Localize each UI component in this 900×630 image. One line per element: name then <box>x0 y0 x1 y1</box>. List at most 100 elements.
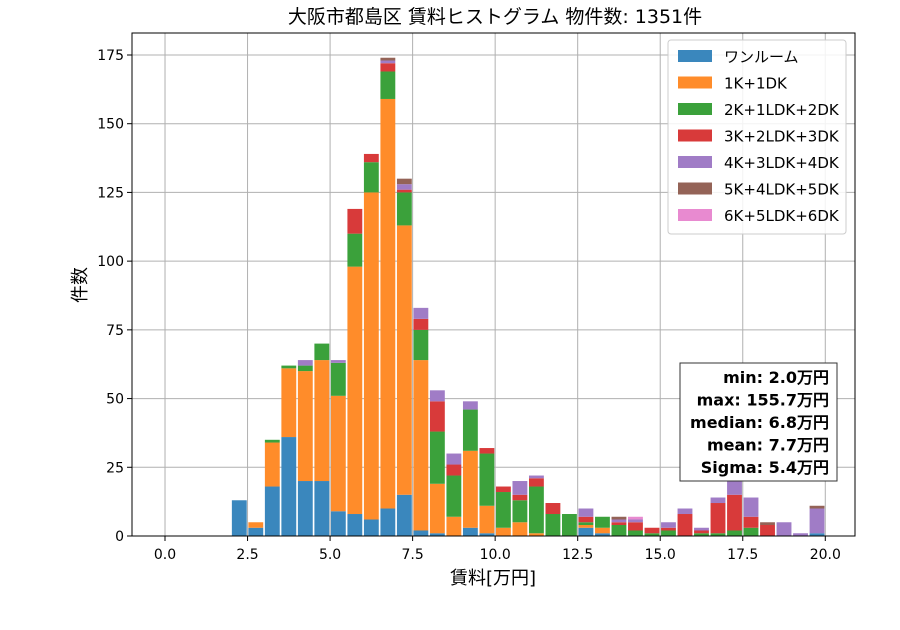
y-axis-label: 件数 <box>70 267 91 303</box>
bar-segment <box>578 525 594 528</box>
bar-segment <box>347 208 363 234</box>
y-tick-label: 125 <box>97 185 124 201</box>
bar-segment <box>512 500 528 523</box>
bar-segment <box>528 533 544 536</box>
plot-area-frame <box>131 32 856 537</box>
bar-segment <box>661 530 676 536</box>
bar-segment <box>743 516 759 528</box>
bar-segment <box>231 500 247 536</box>
legend-entry: 5K+4LDK+5DK <box>724 181 840 199</box>
bar-segment <box>347 514 363 536</box>
bar-segment <box>512 494 528 501</box>
bar-segment <box>413 360 429 531</box>
bar-segment <box>710 503 726 534</box>
bar-segment <box>479 505 495 534</box>
bar-segment <box>595 533 610 536</box>
x-axis-ticks: 0.0 2.5 5.0 7.5 10.0 12.5 15.0 17.5 20.0 <box>154 536 841 563</box>
x-tick-label: 10.0 <box>480 547 511 563</box>
bar-segment <box>281 365 297 369</box>
bar-segment <box>743 527 759 536</box>
legend: ワンルーム 1K+1DK 2K+1LDK+2DK 3K+2LDK+3DK 4K+3LDK… <box>667 39 847 235</box>
bar-segment <box>314 343 330 361</box>
bar-segment <box>495 492 511 528</box>
legend-entry: ワンルーム <box>724 48 799 66</box>
bar-segment <box>545 514 561 536</box>
stats-line: mean: 7.7万円 <box>707 436 829 455</box>
legend-swatch <box>678 129 712 142</box>
bar-segment <box>694 530 709 534</box>
bar-segment <box>281 437 297 536</box>
bar-segment <box>578 527 594 536</box>
bar-segment <box>528 475 544 479</box>
y-tick-label: 150 <box>97 117 124 133</box>
bar-segment <box>760 522 775 526</box>
chart-title: 大阪市都島区 賃料ヒストグラム 物件数: 1351件 <box>288 6 702 28</box>
legend-entry: 1K+1DK <box>724 75 788 93</box>
bar-segment <box>446 475 462 517</box>
bar-segment <box>314 481 330 536</box>
bar-segment <box>380 508 396 536</box>
bar-segment <box>760 525 775 536</box>
x-tick-label: 0.0 <box>154 547 176 563</box>
bar-segment <box>396 178 412 185</box>
bar-segment <box>462 401 478 410</box>
legend-entry: 2K+1LDK+2DK <box>724 101 840 119</box>
bar-segment <box>776 522 792 536</box>
bar-segment <box>396 192 412 226</box>
bar-segment <box>264 486 280 536</box>
bar-segment <box>578 522 594 526</box>
bar-segment <box>396 189 412 193</box>
stats-line: max: 155.7万円 <box>697 391 829 410</box>
bar-segment <box>330 362 346 396</box>
bar-segment <box>677 514 693 536</box>
bar-segment <box>661 527 676 531</box>
x-tick-label: 5.0 <box>319 547 341 563</box>
bar-segment <box>380 60 396 64</box>
legend-swatch <box>678 209 712 221</box>
legend-swatch <box>678 76 712 89</box>
bar-segment <box>611 516 627 520</box>
bar-segment <box>248 522 264 528</box>
bar-segment <box>479 533 495 536</box>
bar-segment <box>380 63 396 72</box>
legend-entry: 3K+2LDK+3DK <box>724 128 840 146</box>
bar-segment <box>363 519 379 536</box>
bar-segment <box>611 519 627 523</box>
bar-segment <box>512 522 528 536</box>
stats-line: Sigma: 5.4万円 <box>701 458 829 477</box>
bar-segment <box>528 478 544 487</box>
bar-segment <box>297 481 313 536</box>
histogram-bars <box>231 57 825 536</box>
bar-segment <box>661 522 676 528</box>
bar-segment <box>809 508 825 534</box>
bar-segment <box>528 486 544 534</box>
stats-line: min: 2.0万円 <box>723 368 829 387</box>
bar-segment <box>396 494 412 536</box>
x-tick-label: 2.5 <box>236 547 258 563</box>
bar-segment <box>628 516 643 520</box>
bar-segment <box>578 516 594 523</box>
legend-swatch <box>678 156 712 168</box>
bar-segment <box>479 448 495 454</box>
bar-segment <box>380 98 396 509</box>
stats-frame <box>679 362 838 482</box>
bar-segment <box>611 525 627 536</box>
bar-segment <box>330 360 346 363</box>
bar-segment <box>545 503 561 515</box>
bar-segment <box>628 530 643 536</box>
bar-segment <box>462 409 478 451</box>
bar-segment <box>727 494 742 531</box>
bar-segment <box>248 527 264 536</box>
bar-segment <box>611 522 627 526</box>
legend-swatch <box>678 182 712 195</box>
y-tick-label: 100 <box>97 254 124 270</box>
legend-frame <box>667 39 847 235</box>
bar-segment <box>429 401 445 432</box>
bar-segment <box>264 439 280 443</box>
bar-segment <box>694 527 709 531</box>
bar-segment <box>809 505 825 509</box>
x-tick-label: 7.5 <box>401 547 423 563</box>
bar-segment <box>347 233 363 267</box>
bar-segment <box>363 162 379 193</box>
